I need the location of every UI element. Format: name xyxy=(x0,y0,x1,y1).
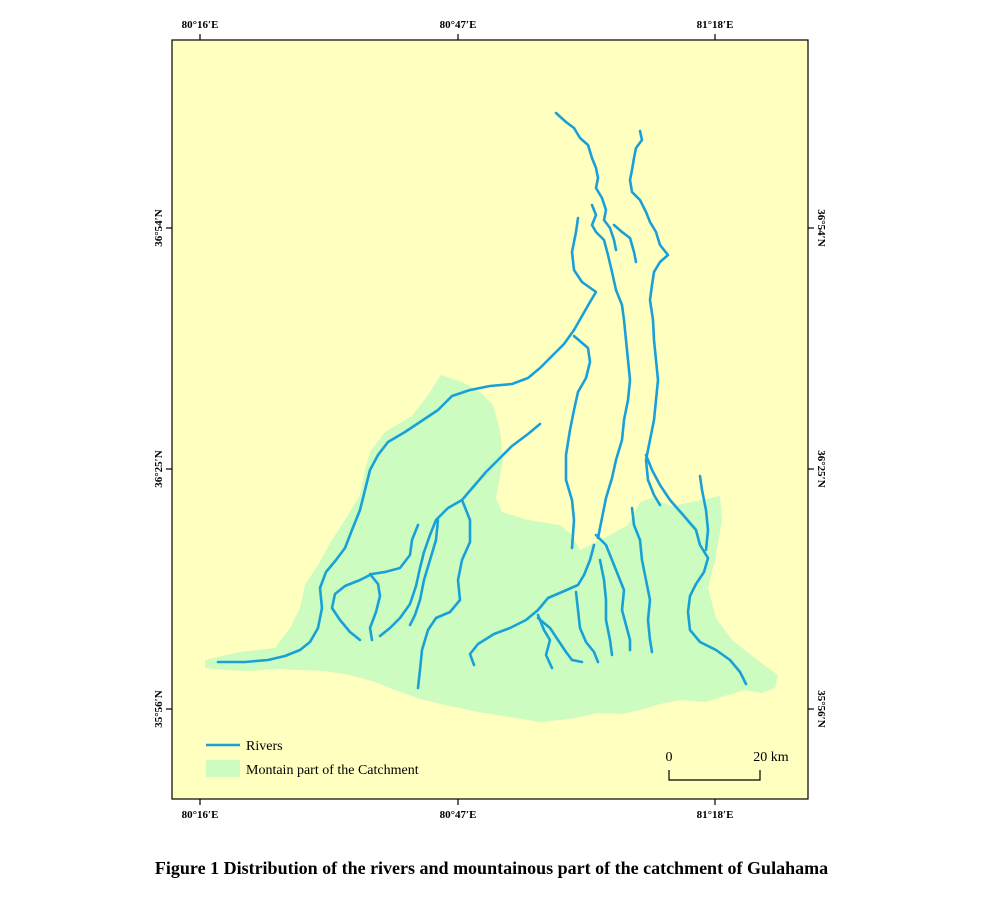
scale-bar: 0 20 km xyxy=(666,750,789,781)
scale-bar-end-label: 20 km xyxy=(753,750,789,765)
figure-caption: Figure 1 Distribution of the rivers and … xyxy=(154,858,829,878)
river-segment xyxy=(594,533,632,652)
river-segment xyxy=(644,453,748,686)
river-segment xyxy=(698,474,710,552)
scale-bar-start-label: 0 xyxy=(666,750,673,765)
river-segment xyxy=(216,216,598,664)
river-segment xyxy=(536,616,584,664)
catchment-legend-label: Montain part of the Catchment xyxy=(246,763,419,778)
river-network xyxy=(216,111,748,690)
graticule-ticks xyxy=(166,34,814,805)
bottom-longitude-label: 81°18′E xyxy=(697,809,734,821)
map-legend: Rivers Montain part of the Catchment xyxy=(206,739,419,778)
river-segment xyxy=(536,613,554,670)
river-segment xyxy=(590,203,632,540)
bottom-longitude-label: 80°16′E xyxy=(182,809,219,821)
river-segment xyxy=(630,506,654,654)
river-segment xyxy=(628,129,670,507)
rivers-legend-label: Rivers xyxy=(246,739,283,754)
right-latitude-label: 36°25′N xyxy=(815,450,827,487)
river-segment xyxy=(330,523,420,642)
right-latitude-label: 35°56′N xyxy=(815,690,827,727)
river-segment xyxy=(468,543,596,667)
left-latitude-label: 36°54′N xyxy=(153,209,165,246)
river-segment xyxy=(598,558,614,657)
left-latitude-label: 36°25′N xyxy=(153,450,165,487)
left-latitude-label: 35°56′N xyxy=(153,690,165,727)
river-segment xyxy=(554,111,618,252)
river-segment xyxy=(368,572,382,642)
top-longitude-label: 81°18′E xyxy=(697,19,734,31)
river-segment xyxy=(574,590,600,664)
river-segment xyxy=(612,223,638,264)
catchment-legend-icon xyxy=(206,760,240,777)
catchment-area xyxy=(205,375,778,722)
river-segment xyxy=(416,498,472,690)
scale-bar-line xyxy=(668,770,761,781)
right-latitude-label: 36°54′N xyxy=(815,209,827,246)
river-segment xyxy=(378,422,542,638)
top-longitude-label: 80°47′E xyxy=(440,19,477,31)
top-longitude-label: 80°16′E xyxy=(182,19,219,31)
bottom-longitude-label: 80°47′E xyxy=(440,809,477,821)
river-segment xyxy=(408,518,440,627)
river-segment xyxy=(564,334,592,550)
